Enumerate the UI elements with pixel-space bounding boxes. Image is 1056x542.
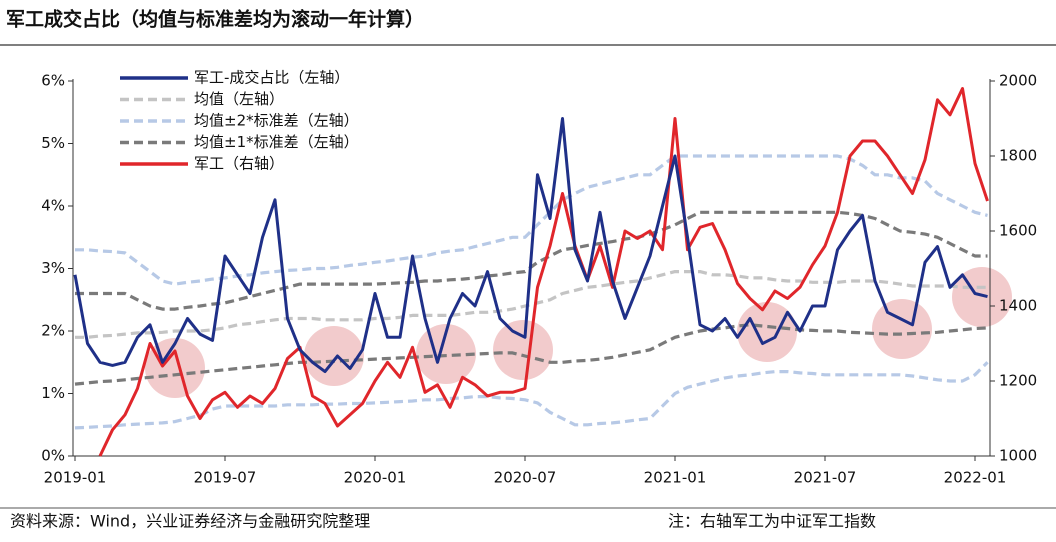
series-line bbox=[73, 117, 988, 374]
legend-label: 均值（左轴） bbox=[194, 90, 284, 108]
y-tick-label: 1% bbox=[41, 384, 65, 402]
y-tick-label: 2% bbox=[41, 322, 65, 340]
y-tick-label: 3% bbox=[41, 259, 65, 277]
series-line bbox=[74, 361, 989, 430]
x-tick-label: 2020-07 bbox=[494, 469, 557, 487]
highlight-circle bbox=[145, 338, 205, 398]
y2-tick-label: 1800 bbox=[999, 147, 1037, 165]
legend-label: 均值±2*标准差（左轴） bbox=[194, 112, 359, 130]
x-tick-label: 2019-07 bbox=[194, 469, 257, 487]
y-tick-label: 4% bbox=[41, 197, 65, 215]
source: 资料来源：Wind，兴业证券经济与金融研究院整理 bbox=[10, 512, 370, 531]
legend-label: 军工（右轴） bbox=[194, 155, 284, 173]
x-tick-label: 2022-01 bbox=[944, 469, 1007, 487]
series-line bbox=[98, 87, 989, 457]
y2-tick-label: 1000 bbox=[999, 447, 1037, 465]
highlight-circle bbox=[493, 320, 553, 380]
chart-title: 军工成交占比（均值与标准差均为滚动一年计算） bbox=[6, 8, 424, 31]
y2-tick-label: 1200 bbox=[999, 372, 1037, 390]
highlight-circle bbox=[304, 326, 364, 386]
y-tick-label: 5% bbox=[41, 134, 65, 152]
x-tick-label: 2020-01 bbox=[344, 469, 407, 487]
series-line bbox=[75, 154, 988, 286]
x-tick-label: 2021-01 bbox=[644, 469, 707, 487]
x-tick-label: 2019-01 bbox=[44, 469, 107, 487]
y-tick-label: 6% bbox=[41, 72, 65, 90]
note: 注：右轴军工为中证军工指数 bbox=[668, 512, 876, 531]
legend-label: 军工-成交占比（左轴） bbox=[194, 69, 349, 87]
x-tick-label: 2021-07 bbox=[794, 469, 857, 487]
y2-tick-label: 2000 bbox=[999, 72, 1037, 90]
highlight-circle bbox=[872, 299, 932, 359]
y2-tick-label: 1400 bbox=[999, 297, 1037, 315]
y-tick-label: 0% bbox=[41, 447, 65, 465]
y2-tick-label: 1600 bbox=[999, 222, 1037, 240]
highlight-circle bbox=[737, 302, 797, 362]
legend-label: 均值±1*标准差（左轴） bbox=[194, 133, 359, 151]
